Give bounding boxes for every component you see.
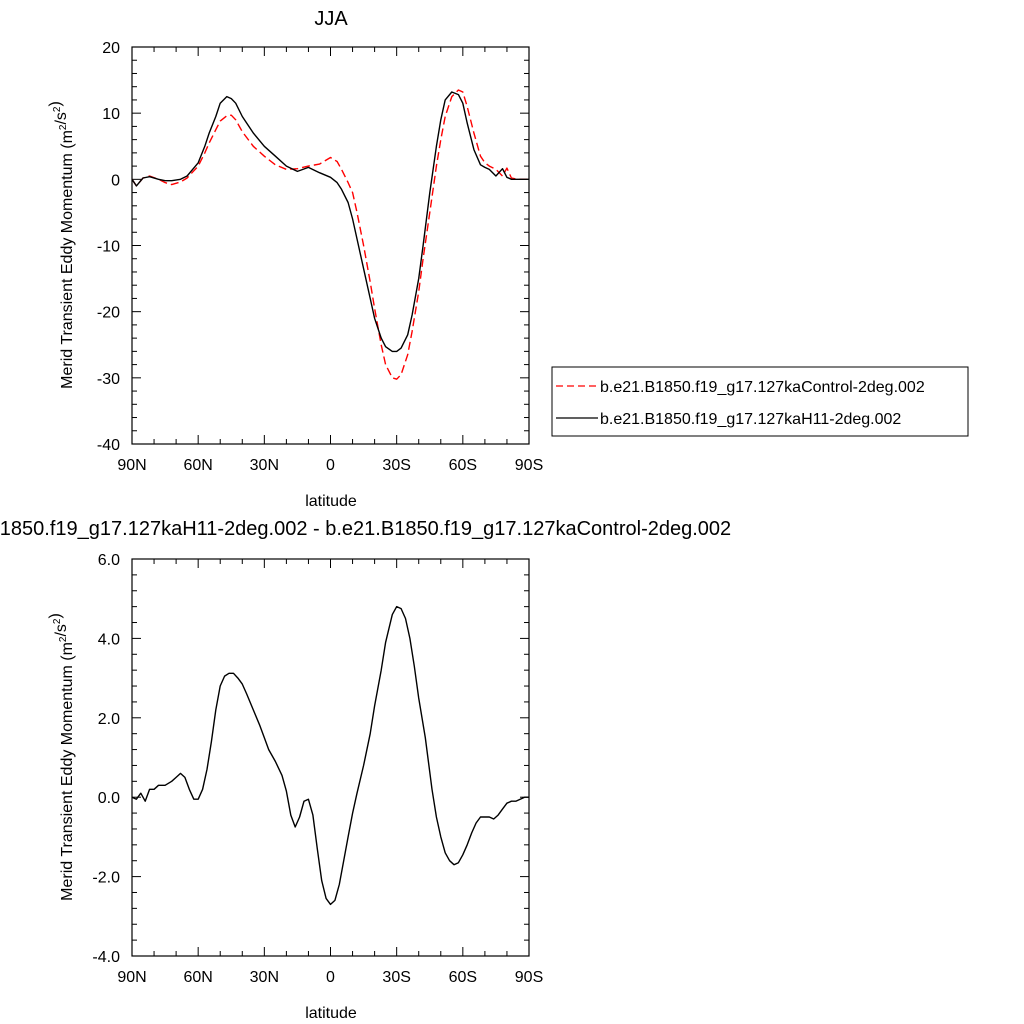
bottom-chart-y-tick-label: 4.0 xyxy=(98,631,120,648)
top-chart-series-line-1 xyxy=(131,91,529,353)
top-chart-y-tick-label: -40 xyxy=(97,437,120,454)
bottom-chart-x-tick-label: 90N xyxy=(117,969,146,986)
bottom-chart-y-axis-label: Merid Transient Eddy Momentum (m2/s2) xyxy=(47,613,76,901)
top-chart-panel: JJA 90N 60N 30N 0 30S 60S 90S -40 -30 -20 -10 0 10 20… xyxy=(47,8,969,510)
top-chart-y-tick-label: -20 xyxy=(97,305,120,322)
bottom-chart-x-tick-label: 60N xyxy=(183,969,212,986)
top-chart-y-axis-label: Merid Transient Eddy Momentum (m2/s2) xyxy=(47,101,76,389)
top-chart-plot-frame xyxy=(131,46,530,445)
bottom-chart-y-tick-label: -4.0 xyxy=(92,949,120,966)
top-chart-y-tick-label: -30 xyxy=(97,371,120,388)
bottom-chart-x-tick-label: 30N xyxy=(250,969,279,986)
top-chart-y-tick-label: 0 xyxy=(111,172,120,189)
bottom-chart-x-tick-label: 60S xyxy=(449,969,477,986)
bottom-chart-x-tick-label: 0 xyxy=(326,969,335,986)
top-chart-series-line-0 xyxy=(131,89,529,380)
top-chart-x-tick-label: 90N xyxy=(117,457,146,474)
legend-box xyxy=(551,366,969,437)
bottom-chart-y-tick-label: 2.0 xyxy=(98,711,120,728)
bottom-chart-title: b.e21.B1850.f19_g17.127kaH11-2deg.002 - … xyxy=(0,518,731,540)
bottom-chart-x-tick-label: 30S xyxy=(382,969,410,986)
top-chart-y-tick-label: 20 xyxy=(102,40,120,57)
top-chart-x-tick-label: 30S xyxy=(382,457,410,474)
bottom-chart-y-tick-label: 0.0 xyxy=(98,790,120,807)
legend-label-control: b.e21.B1850.f19_g17.127kaControl-2deg.00… xyxy=(600,379,925,396)
top-chart-x-axis-label: latitude xyxy=(305,493,357,510)
top-chart-y-tick-label: -10 xyxy=(97,239,120,256)
bottom-chart-panel: b.e21.B1850.f19_g17.127kaH11-2deg.002 - … xyxy=(0,518,731,1022)
bottom-chart-x-tick-label: 90S xyxy=(515,969,543,986)
top-chart-x-tick-label: 60N xyxy=(183,457,212,474)
bottom-chart-y-tick-label: 6.0 xyxy=(98,552,120,569)
bottom-chart-series-line-0 xyxy=(131,605,529,906)
bottom-chart-x-axis-label: latitude xyxy=(305,1005,357,1022)
top-chart-x-tick-label: 30N xyxy=(250,457,279,474)
top-chart-x-tick-label: 0 xyxy=(326,457,335,474)
top-chart-x-tick-label: 90S xyxy=(515,457,543,474)
top-chart-title: JJA xyxy=(314,8,348,30)
bottom-chart-plot-frame xyxy=(131,558,530,957)
top-chart-y-tick-label: 10 xyxy=(102,106,120,123)
top-chart-x-tick-label: 60S xyxy=(449,457,477,474)
bottom-chart-y-tick-label: -2.0 xyxy=(92,870,120,887)
legend: b.e21.B1850.f19_g17.127kaControl-2deg.00… xyxy=(551,366,969,437)
legend-label-h11: b.e21.B1850.f19_g17.127kaH11-2deg.002 xyxy=(600,411,901,428)
